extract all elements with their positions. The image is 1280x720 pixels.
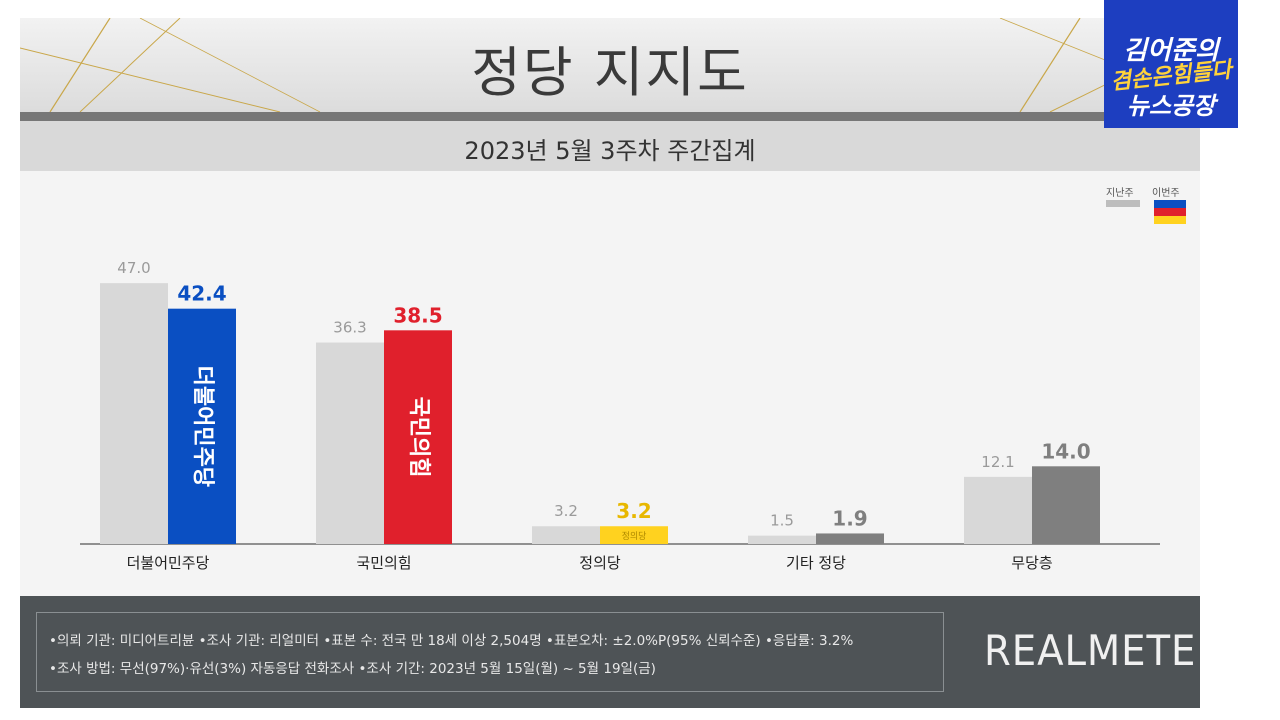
value-label-previous-3: 1.5: [770, 512, 794, 530]
bar-current-3: [816, 533, 884, 544]
page-subtitle: 2023년 5월 3주차 주간집계: [464, 137, 756, 165]
title-divider: [20, 112, 1200, 121]
bar-inner-label-0: 더불어민주당: [190, 366, 215, 487]
category-label-2: 정의당: [579, 554, 621, 572]
bar-current-0: [168, 308, 236, 544]
bar-inner-label-2: 정의당: [622, 531, 647, 542]
legend-previous-swatch: [1106, 200, 1140, 207]
category-label-0: 더불어민주당: [127, 554, 210, 572]
page-title: 정당 지지도: [471, 41, 749, 104]
value-label-previous-4: 12.1: [981, 453, 1014, 471]
value-label-current-0: 42.4: [177, 282, 226, 306]
value-label-previous-0: 47.0: [117, 259, 150, 277]
bar-current-2: [600, 526, 668, 544]
value-label-current-1: 38.5: [393, 303, 442, 327]
survey-notes-box: •의뢰 기관: 미디어트리뷴 •조사 기관: 리얼미터 •표본 수: 전국 만 …: [36, 612, 944, 692]
bar-previous-2: [532, 526, 600, 544]
bar-previous-3: [748, 535, 816, 544]
value-label-current-2: 3.2: [616, 499, 651, 523]
legend-current-label: 이번주: [1152, 188, 1180, 199]
title-banner: 정당 지지도: [20, 18, 1200, 112]
category-label-1: 국민의힘: [356, 554, 411, 572]
brand-logo: REALMETER: [984, 626, 1200, 675]
value-label-current-4: 14.0: [1041, 439, 1090, 463]
logo-line-3: 뉴스공장: [1126, 92, 1216, 120]
bar-previous-4: [964, 476, 1032, 544]
bar-inner-label-1: 국민의힘: [406, 397, 431, 478]
subtitle-band: 2023년 5월 3주차 주간집계: [20, 121, 1200, 171]
value-label-previous-1: 36.3: [333, 319, 366, 337]
bar-current-4: [1032, 466, 1100, 544]
value-label-current-3: 1.9: [832, 506, 867, 530]
value-label-previous-2: 3.2: [554, 502, 578, 520]
category-label-3: 기타 정당: [786, 554, 846, 572]
bar-current-1: [384, 330, 452, 544]
bar-previous-1: [316, 342, 384, 544]
category-label-4: 무당층: [1011, 554, 1052, 572]
chart-card: 정당 지지도 2023년 5월 3주차 주간집계 47.0 42.4 더불어민주당 더…: [20, 18, 1200, 708]
legend-previous-label: 지난주: [1106, 188, 1134, 199]
footer: •의뢰 기관: 미디어트리뷴 •조사 기관: 리얼미터 •표본 수: 전국 만 …: [20, 596, 1200, 708]
survey-note-1: •의뢰 기관: 미디어트리뷴 •조사 기관: 리얼미터 •표본 수: 전국 만 …: [49, 633, 854, 649]
survey-note-2: •조사 방법: 무선(97%)·유선(3%) 자동응답 전화조사 •조사 기간:…: [49, 661, 656, 677]
bar-previous-0: [100, 283, 168, 544]
channel-logo: 김어준의 겸손은힘들다 뉴스공장: [1104, 0, 1238, 128]
legend-current-swatch: [1154, 200, 1186, 224]
logo-line-1: 김어준의: [1123, 36, 1219, 66]
